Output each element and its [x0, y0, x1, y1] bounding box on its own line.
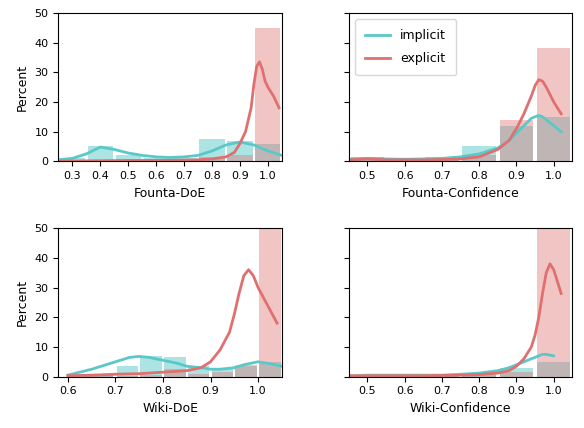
Bar: [463, 375, 496, 377]
Bar: [140, 356, 162, 377]
Bar: [351, 375, 384, 377]
Bar: [537, 362, 571, 377]
Bar: [188, 366, 209, 377]
Bar: [388, 376, 422, 377]
X-axis label: Founta-DoE: Founta-DoE: [134, 187, 206, 199]
Legend: implicit, explicit: implicit, explicit: [355, 19, 456, 75]
Bar: [537, 228, 571, 377]
Bar: [537, 117, 571, 161]
Bar: [88, 146, 113, 161]
Y-axis label: Percent: Percent: [16, 63, 29, 111]
Bar: [463, 146, 496, 161]
Bar: [172, 158, 197, 161]
Bar: [463, 155, 496, 161]
Bar: [117, 366, 138, 377]
Bar: [425, 158, 459, 161]
Bar: [144, 158, 169, 161]
Bar: [500, 368, 533, 377]
Bar: [140, 375, 162, 377]
Bar: [351, 375, 384, 377]
Bar: [60, 158, 85, 161]
Bar: [388, 158, 422, 161]
Bar: [164, 369, 186, 377]
Bar: [200, 139, 225, 161]
Bar: [463, 374, 496, 377]
Bar: [70, 375, 113, 377]
X-axis label: Wiki-Confidence: Wiki-Confidence: [410, 402, 512, 415]
Bar: [351, 157, 384, 161]
Bar: [164, 357, 186, 377]
Bar: [172, 160, 197, 161]
Bar: [117, 376, 138, 377]
Bar: [255, 143, 280, 161]
Bar: [259, 362, 281, 377]
X-axis label: Founta-Confidence: Founta-Confidence: [402, 187, 520, 199]
Bar: [88, 160, 113, 161]
Bar: [212, 372, 233, 377]
Bar: [500, 120, 533, 161]
Bar: [144, 160, 169, 161]
Bar: [537, 48, 571, 161]
Bar: [116, 160, 141, 161]
Bar: [116, 155, 141, 161]
Bar: [425, 157, 459, 161]
Bar: [188, 374, 209, 377]
Bar: [255, 28, 280, 161]
Bar: [388, 159, 422, 161]
Bar: [500, 372, 533, 377]
Bar: [388, 375, 422, 377]
Bar: [227, 140, 252, 161]
Bar: [200, 157, 225, 161]
Bar: [235, 365, 257, 377]
Bar: [70, 374, 113, 377]
Bar: [425, 375, 459, 377]
Bar: [212, 369, 233, 377]
Bar: [500, 126, 533, 161]
Bar: [259, 228, 281, 377]
X-axis label: Wiki-DoE: Wiki-DoE: [142, 402, 198, 415]
Y-axis label: Percent: Percent: [16, 279, 29, 326]
Bar: [235, 366, 257, 377]
Bar: [425, 376, 459, 377]
Bar: [351, 157, 384, 161]
Bar: [227, 155, 252, 161]
